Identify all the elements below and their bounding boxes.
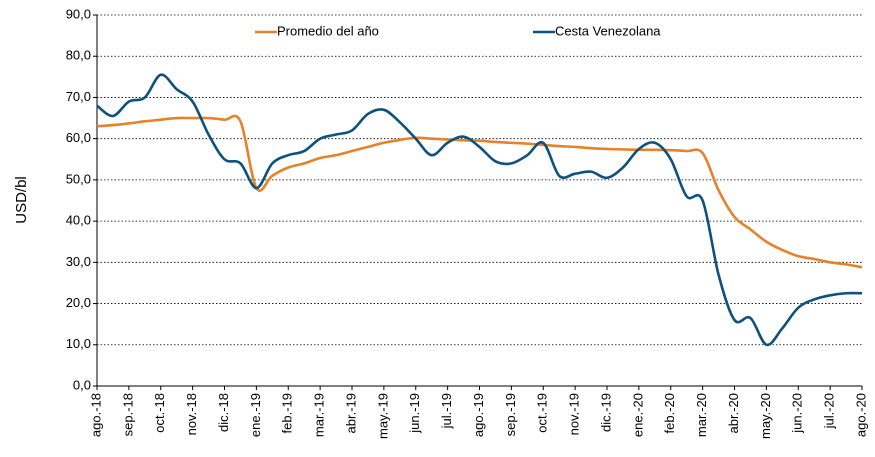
legend-label: Cesta Venezolana	[555, 23, 661, 38]
x-tick-label: dic.-18	[216, 393, 231, 432]
x-tick-label: ene.-20	[630, 393, 645, 437]
x-tick-label: may.-19	[375, 393, 390, 439]
x-tick-label: oct.-19	[535, 393, 550, 433]
x-tick-label: sep.-19	[503, 393, 518, 436]
y-tick-label: 90,0	[66, 6, 91, 21]
y-tick-label: 60,0	[66, 130, 91, 145]
series-line	[96, 114, 863, 269]
x-tick-label: oct.-18	[152, 393, 167, 433]
series-line	[96, 73, 863, 347]
x-tick-label: sep.-18	[120, 393, 135, 436]
x-tick-label: ago.-20	[853, 393, 868, 437]
x-tick-label: nov.-19	[567, 393, 582, 435]
x-tick-label: jun.-19	[407, 393, 422, 434]
x-tick-label: feb.-19	[280, 393, 295, 433]
x-tick-label: dic.-19	[598, 393, 613, 432]
x-tick-label: abr.-20	[726, 393, 741, 433]
y-tick-label: 50,0	[66, 171, 91, 186]
y-tick-label: 40,0	[66, 213, 91, 228]
y-tick-label: 20,0	[66, 295, 91, 310]
x-tick-label: mar.-20	[694, 393, 709, 437]
x-tick-label: ago.-18	[88, 393, 103, 437]
x-tick-label: jul.-19	[439, 393, 454, 429]
x-tick-label: ene.-19	[248, 393, 263, 437]
x-tick-label: jun.-20	[790, 393, 805, 434]
x-tick-label: feb.-20	[662, 393, 677, 433]
x-tick-label: nov.-18	[184, 393, 199, 435]
y-tick-label: 80,0	[66, 48, 91, 63]
x-tick-label: may.-20	[758, 393, 773, 439]
y-tick-label: 70,0	[66, 89, 91, 104]
x-tick-label: jul.-20	[822, 393, 837, 429]
x-tick-label: mar.-19	[312, 393, 327, 437]
y-tick-label: 10,0	[66, 336, 91, 351]
y-tick-label: 0,0	[73, 377, 91, 392]
y-tick-label: 30,0	[66, 254, 91, 269]
x-tick-label: abr.-19	[343, 393, 358, 433]
y-axis-label: USD/bl	[13, 176, 30, 224]
x-tick-label: ago.-19	[471, 393, 486, 437]
legend-label: Promedio del año	[277, 23, 379, 38]
